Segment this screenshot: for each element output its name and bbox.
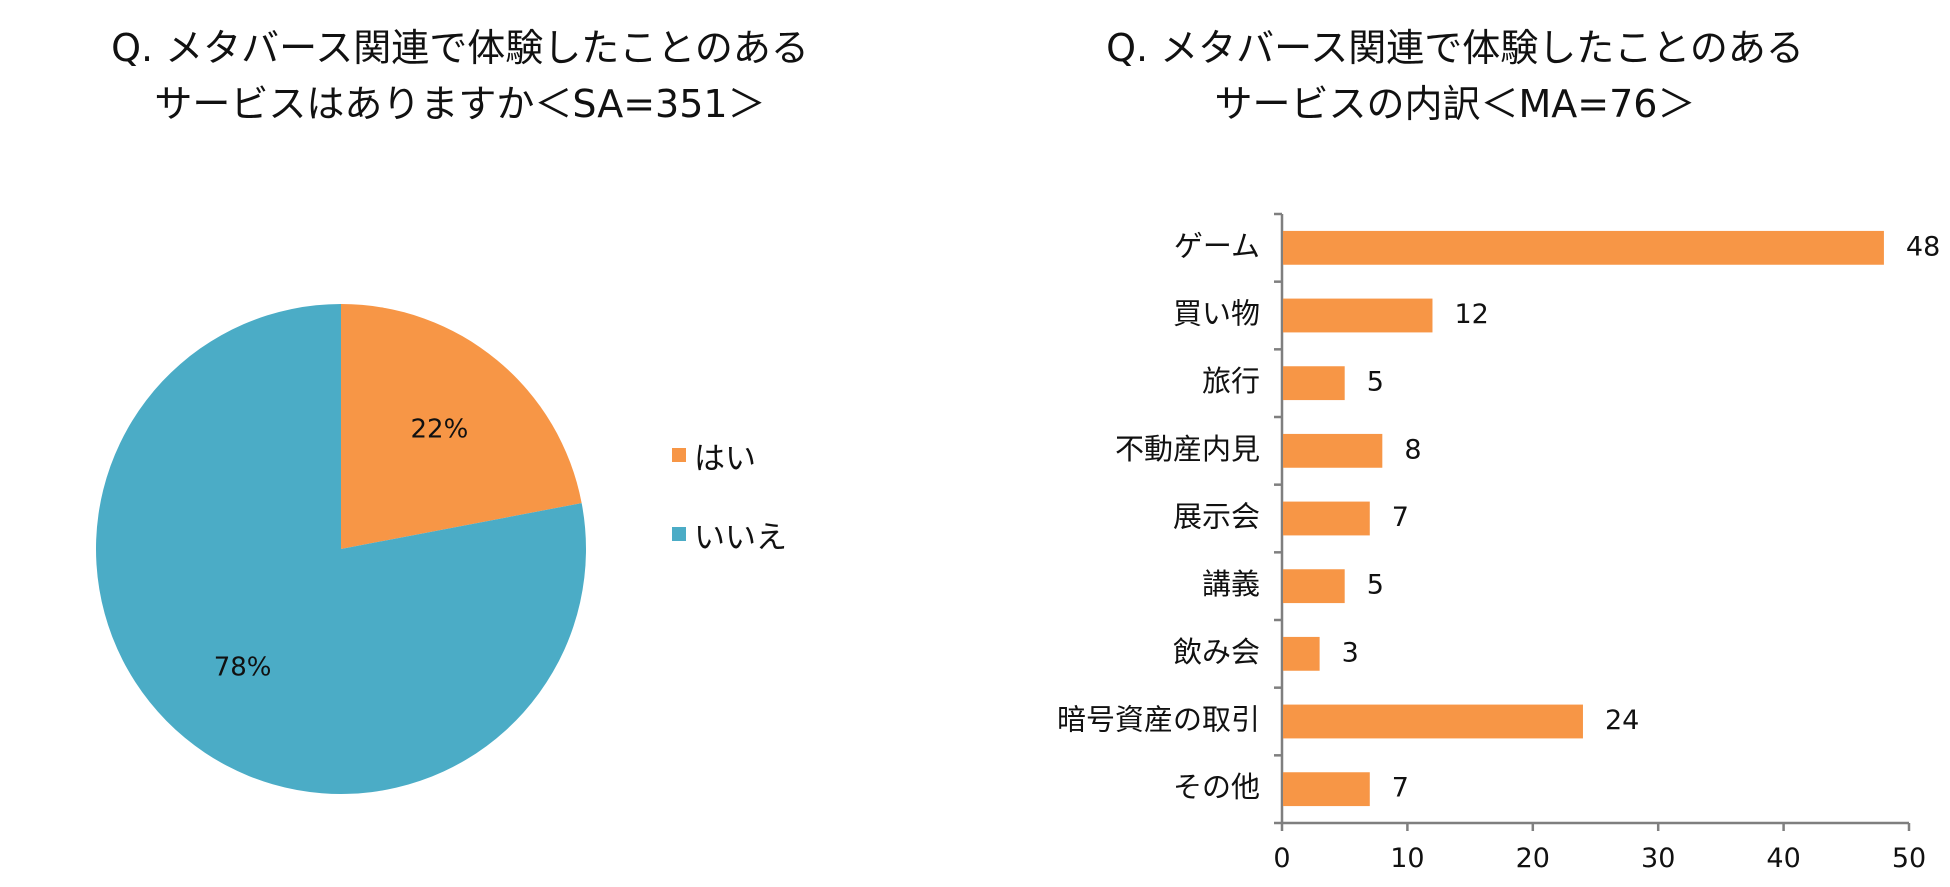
pie-legend: はい いいえ bbox=[672, 438, 787, 596]
pie-slice-0 bbox=[341, 304, 582, 549]
pie-data-label-1: 78% bbox=[214, 652, 272, 682]
category-label-3: 不動産内見 bbox=[1115, 432, 1260, 466]
bar-0 bbox=[1283, 230, 1884, 265]
bar-value-label-4: 7 bbox=[1392, 502, 1409, 533]
bar-8 bbox=[1283, 772, 1370, 807]
bar-chart-title: Q. メタバース関連で体験したことのある サービスの内訳＜MA=76＞ bbox=[960, 20, 1950, 132]
category-label-1: 買い物 bbox=[1173, 297, 1260, 331]
bar-value-label-0: 48 bbox=[1906, 231, 1940, 262]
bar-value-label-2: 5 bbox=[1367, 367, 1384, 398]
category-label-5: 講義 bbox=[1202, 567, 1260, 601]
bar-title-line-2: サービスの内訳＜MA=76＞ bbox=[1214, 82, 1696, 126]
x-tick-label: 20 bbox=[1516, 843, 1550, 874]
pie-chart-panel: Q. メタバース関連で体験したことのある サービスはありますか＜SA=351＞ … bbox=[0, 0, 920, 887]
category-label-7: 暗号資産の取引 bbox=[1057, 703, 1260, 737]
legend-item-no: いいえ bbox=[672, 517, 787, 556]
bar-value-label-5: 5 bbox=[1367, 570, 1384, 601]
bar-4 bbox=[1283, 501, 1370, 536]
pie-title-line-1: Q. メタバース関連で体験したことのある bbox=[111, 26, 809, 70]
legend-label-yes: はい bbox=[694, 440, 756, 477]
bar-2 bbox=[1283, 366, 1345, 401]
category-label-8: その他 bbox=[1173, 770, 1260, 804]
x-tick-label: 50 bbox=[1892, 843, 1926, 874]
bar-6 bbox=[1283, 636, 1320, 671]
bar-value-label-1: 12 bbox=[1454, 299, 1488, 330]
legend-swatch-no bbox=[672, 527, 686, 541]
bar-chart: 0 10 20 30 40 50 ゲーム 48 買い物 12 旅行 5 不動産内見 8 展示会 7 講義 5 飲み会… bbox=[1057, 212, 1940, 874]
bar-value-label-3: 8 bbox=[1404, 434, 1421, 465]
category-label-6: 飲み会 bbox=[1173, 635, 1260, 669]
category-label-0: ゲーム bbox=[1174, 229, 1260, 263]
pie-chart: 22% 78% bbox=[96, 304, 587, 794]
legend-swatch-yes bbox=[672, 448, 686, 462]
pie-title-line-2: サービスはありますか＜SA=351＞ bbox=[154, 82, 766, 126]
category-label-4: 展示会 bbox=[1173, 500, 1260, 534]
bar-value-label-8: 7 bbox=[1392, 773, 1409, 804]
x-tick-label: 30 bbox=[1641, 843, 1675, 874]
x-tick-label: 40 bbox=[1766, 843, 1800, 874]
bar-7 bbox=[1283, 704, 1583, 739]
bar-3 bbox=[1283, 433, 1383, 468]
legend-item-yes: はい bbox=[672, 438, 787, 477]
category-label-2: 旅行 bbox=[1202, 364, 1260, 398]
bar-5 bbox=[1283, 569, 1345, 604]
bar-title-line-1: Q. メタバース関連で体験したことのある bbox=[1106, 26, 1804, 70]
x-tick-label: 0 bbox=[1273, 843, 1290, 874]
bar-value-label-6: 3 bbox=[1342, 637, 1359, 668]
legend-label-no: いいえ bbox=[694, 519, 787, 556]
bar-1 bbox=[1283, 298, 1433, 333]
pie-slice-1 bbox=[96, 304, 587, 794]
bar-value-label-7: 24 bbox=[1605, 705, 1639, 736]
pie-data-label-0: 22% bbox=[410, 415, 468, 445]
pie-chart-title: Q. メタバース関連で体験したことのある サービスはありますか＜SA=351＞ bbox=[0, 20, 920, 132]
x-tick-label: 10 bbox=[1390, 843, 1424, 874]
bar-chart-panel: Q. メタバース関連で体験したことのある サービスの内訳＜MA=76＞ 0 10 2… bbox=[960, 0, 1950, 887]
